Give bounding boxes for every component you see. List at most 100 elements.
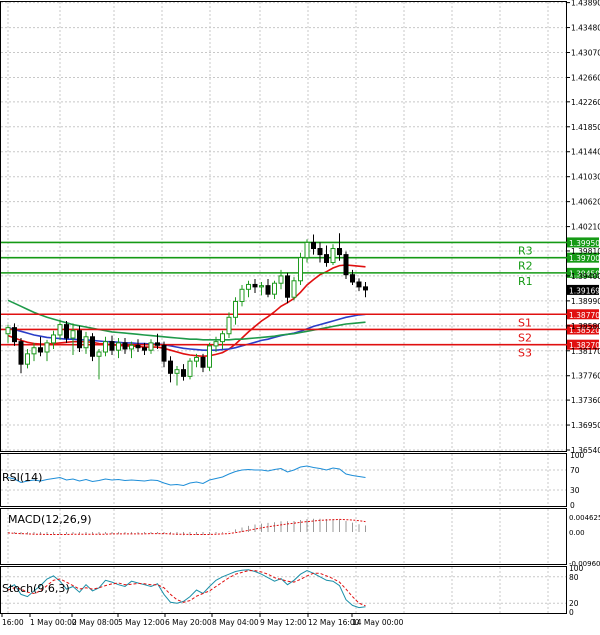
price-tick-label: 1.38990 xyxy=(571,297,600,306)
time-tick-label: 14 May 00:00 xyxy=(352,618,404,627)
time-tick-label: 5 May 12:00 xyxy=(118,618,165,627)
price-tick-label: 1.43480 xyxy=(571,24,600,33)
macd-title: MACD(12,26,9) xyxy=(8,513,92,526)
macd-panel[interactable] xyxy=(0,508,567,565)
candle-body xyxy=(246,283,251,290)
candle-body xyxy=(168,360,173,374)
candle-body xyxy=(90,336,95,357)
candle-body xyxy=(64,324,69,339)
candle-body xyxy=(83,336,89,349)
candle-body xyxy=(304,241,310,259)
price-tick-label: 1.40620 xyxy=(571,198,600,207)
candle-body xyxy=(116,342,121,351)
candle-body xyxy=(155,342,160,346)
grid xyxy=(1,2,566,613)
candle-body xyxy=(330,248,336,264)
rsi-line xyxy=(7,465,366,487)
price-tick-label: 1.41850 xyxy=(571,123,600,132)
stoch-signal-line xyxy=(7,570,366,607)
stoch-tick-label: 0 xyxy=(569,608,574,617)
candle-body xyxy=(337,248,342,256)
candle-body xyxy=(57,324,63,336)
candle-body xyxy=(272,282,277,295)
level-price-text: 1.38520 xyxy=(569,326,600,335)
candle-body xyxy=(135,344,141,349)
candle-body xyxy=(233,300,238,318)
level-price-tag xyxy=(567,339,599,350)
candle-body xyxy=(265,285,271,295)
current-price-tag xyxy=(567,284,599,295)
candle-body xyxy=(77,330,82,349)
time-tick-label: 9 May 12:00 xyxy=(260,618,307,627)
candle-body xyxy=(103,341,108,353)
price-tick-label: 1.39400 xyxy=(571,272,600,281)
level-price-text: 1.38270 xyxy=(569,341,600,350)
level-price-tag xyxy=(567,324,599,335)
macd-tick-label: -0.009608 xyxy=(569,560,600,568)
price-tick-label: 1.36950 xyxy=(571,421,600,430)
price-tick-label: 1.43890 xyxy=(571,0,600,8)
level-price-text: 1.39700 xyxy=(569,254,600,263)
macd-indicator: 0.004625 0.00 -0.009608 xyxy=(7,514,600,568)
level-label-s1: S1 xyxy=(518,316,532,329)
candle-body xyxy=(317,248,323,256)
moving-average-line xyxy=(7,299,366,341)
level-price-text: 1.39450 xyxy=(569,269,600,278)
candle-body xyxy=(291,280,297,298)
moving-average-line xyxy=(7,264,366,358)
candlesticks xyxy=(5,233,368,386)
candle-body xyxy=(213,341,219,347)
candle-body xyxy=(25,353,30,365)
macd-tick-label: 0.004625 xyxy=(569,514,600,522)
stoch-main-line xyxy=(7,569,366,609)
level-label-s3: S3 xyxy=(518,347,532,360)
rsi-panel[interactable] xyxy=(0,453,567,507)
candle-body xyxy=(278,275,284,284)
candle-body xyxy=(174,369,180,374)
candle-body xyxy=(51,334,56,344)
stoch-title: Stoch(9,6,3) xyxy=(2,582,70,595)
candle-body xyxy=(194,356,199,362)
price-tick-label: 1.41030 xyxy=(571,173,600,182)
candle-body xyxy=(122,342,128,350)
candle-body xyxy=(70,330,76,339)
price-tick-label: 1.42260 xyxy=(571,98,600,107)
level-price-tag xyxy=(567,252,599,263)
level-label-r2: R2 xyxy=(518,260,533,273)
time-axis: 16:00 1 May 00:002 May 08:00 5 May 12:00 6 … xyxy=(1,614,404,627)
candle-body xyxy=(181,369,186,377)
macd-tick-label: 0.00 xyxy=(569,529,585,537)
candle-body xyxy=(12,327,17,343)
candle-body xyxy=(31,347,37,355)
stoch-tick-label: 20 xyxy=(569,599,579,608)
stoch-tick-label: 100 xyxy=(569,564,584,573)
candle-body xyxy=(239,288,245,302)
price-tick-label: 1.36540 xyxy=(571,446,600,455)
candle-body xyxy=(252,283,258,288)
candle-body xyxy=(350,274,355,283)
price-tick-label: 1.38170 xyxy=(571,347,600,356)
time-tick-label: 12 May 16:00 xyxy=(308,618,360,627)
price-tick-label: 1.41440 xyxy=(571,148,600,157)
price-tick-label: 1.38580 xyxy=(571,322,600,331)
candle-body xyxy=(18,341,24,365)
price-tick-label: 1.37360 xyxy=(571,396,600,405)
stoch-panel[interactable] xyxy=(0,566,567,614)
level-label-r3: R3 xyxy=(518,244,533,257)
candle-body xyxy=(220,333,225,343)
rsi-tick-label: 30 xyxy=(570,486,580,495)
candle-body xyxy=(363,286,368,291)
price-tick-label: 1.37760 xyxy=(571,372,600,381)
rsi-indicator: 100 70 30 0 xyxy=(1,451,585,510)
macd-signal-line xyxy=(7,518,366,535)
candle-body xyxy=(200,356,206,368)
candle-body xyxy=(285,275,290,298)
candle-body xyxy=(226,316,232,335)
candle-body xyxy=(311,241,316,250)
time-tick-label: 2 May 08:00 xyxy=(72,618,119,627)
current-price-label: 1.39169 xyxy=(569,286,600,295)
level-price-tag xyxy=(567,309,599,320)
